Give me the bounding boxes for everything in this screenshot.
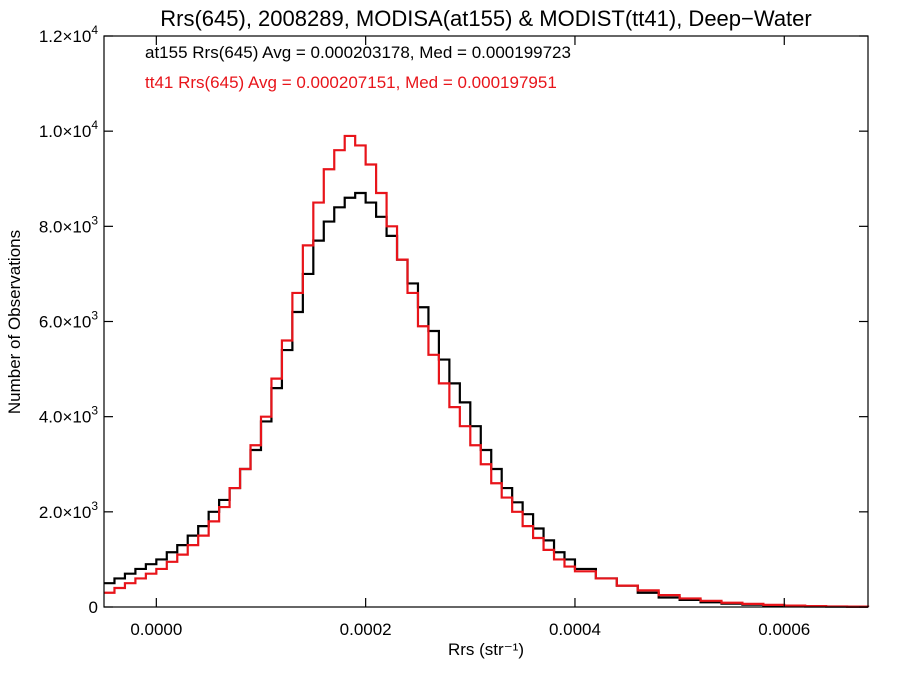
chart-title: Rrs(645), 2008289, MODISA(at155) & MODIS… (160, 6, 811, 31)
y-tick-exponent: 3 (91, 213, 98, 227)
y-tick-exponent: 4 (91, 118, 98, 132)
y-tick-label: 1.2×104 (39, 23, 98, 46)
y-tick-mantissa: 1.2×10 (39, 27, 91, 46)
y-tick-exponent: 3 (91, 404, 98, 418)
x-axis-label: Rrs (str⁻¹) (448, 640, 524, 659)
y-axis: 02.0×1034.0×1036.0×1038.0×1031.0×1041.2×… (39, 23, 868, 617)
y-tick-label: 0 (89, 598, 98, 617)
y-axis-label: Number of Observations (5, 230, 24, 414)
y-tick-mantissa: 6.0×10 (39, 313, 91, 332)
y-tick-label: 6.0×103 (39, 309, 98, 332)
x-tick-label: 0.0002 (340, 620, 392, 639)
x-tick-label: 0.0000 (130, 620, 182, 639)
chart-annotations: at155 Rrs(645) Avg = 0.000203178, Med = … (145, 43, 571, 92)
y-tick-exponent: 3 (91, 499, 98, 513)
y-tick-label: 4.0×103 (39, 404, 98, 427)
y-tick-mantissa: 2.0×10 (39, 503, 91, 522)
y-tick-exponent: 3 (91, 309, 98, 323)
y-tick-label: 8.0×103 (39, 213, 98, 236)
x-axis: 0.0000 0.0002 0.0004 0.0006 (130, 36, 810, 639)
y-tick-mantissa: 4.0×10 (39, 408, 91, 427)
series-line-1 (104, 134, 870, 608)
y-tick-mantissa: 1.0×10 (39, 122, 91, 141)
y-tick-exponent: 4 (91, 23, 98, 37)
x-tick-label: 0.0004 (549, 620, 601, 639)
y-tick-label: 1.0×104 (39, 118, 98, 141)
x-tick-label: 0.0006 (758, 620, 810, 639)
annotation-text: at155 Rrs(645) Avg = 0.000203178, Med = … (145, 43, 571, 62)
series-line-0 (104, 191, 870, 608)
series-layer (104, 134, 870, 608)
y-tick-mantissa: 0 (89, 598, 98, 617)
y-tick-mantissa: 8.0×10 (39, 217, 91, 236)
y-tick-label: 2.0×103 (39, 499, 98, 522)
annotation-text: tt41 Rrs(645) Avg = 0.000207151, Med = 0… (145, 73, 557, 92)
